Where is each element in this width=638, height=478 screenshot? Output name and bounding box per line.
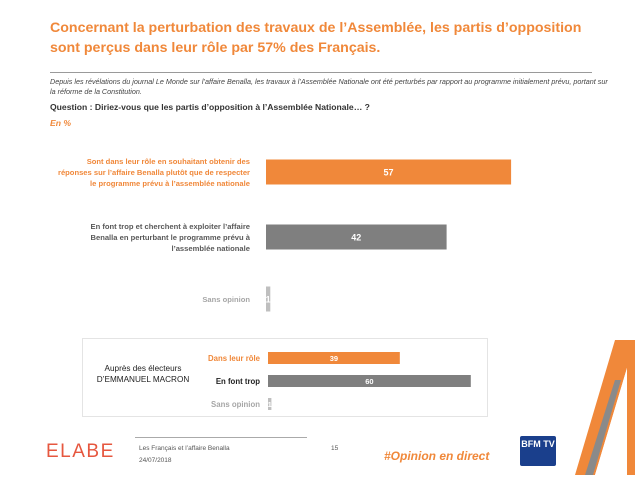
data-label: 1 [266,295,271,305]
survey-question: Question : Diriez-vous que les partis d’… [50,102,370,112]
group-label-line-2: D’EMMANUEL MACRON [96,375,190,384]
page-number: 15 [331,445,339,452]
hashtag-label: #Opinion en direct [384,449,490,463]
category-label: En font trop et cherchent à exploiter l’… [91,222,251,231]
category-label: Sans opinion [202,295,250,304]
category-label: Benalla en perturbant le programme prévu… [90,233,250,242]
category-label: réponses sur l’affaire Benalla plutôt qu… [58,168,250,177]
category-label: Sans opinion [211,400,260,409]
macron-voters-label: Auprès des électeurs D’EMMANUEL MACRON [93,363,193,385]
decorative-chevron-icon [575,340,635,475]
category-label: Dans leur rôle [208,354,261,363]
bar [268,398,272,410]
main-bar-chart: 57 Sont dans leur rôle en souhaitant obte… [58,157,512,312]
title-divider [50,72,592,73]
data-label: 39 [330,354,338,363]
category-label: Sont dans leur rôle en souhaitant obteni… [87,157,250,166]
footer-divider [135,437,307,438]
bfm-tv-logo: BFM TV [520,436,556,466]
study-date: 24/07/2018 [139,457,172,464]
data-label: 60 [365,377,373,386]
slide-title: Concernant la perturbation des travaux d… [50,20,582,56]
study-name: Les Français et l’affaire Benalla [139,445,230,452]
unit-label: En % [50,118,72,128]
elabe-logo: ELABE [46,441,115,462]
bar [268,375,471,387]
bar [266,286,271,312]
category-label: l’assemblée nationale [171,244,250,253]
bar [268,352,400,364]
bar [266,159,512,185]
macron-voters-bar-chart: 39 Dans leur rôle 60 En font trop 1 Sans opin… [208,352,471,410]
context-note: Depuis les révélations du journal Le Mon… [50,77,608,96]
bar [266,224,447,250]
data-label: 1 [268,400,272,409]
group-label-line-1: Auprès des électeurs [104,364,182,373]
category-label: le programme prévu à l’assemblée nationa… [90,179,250,188]
data-label: 57 [384,168,394,178]
footer-study-info: Les Français et l’affaire Benalla 24/07/… [139,443,230,467]
category-label: En font trop [216,377,260,386]
data-label: 42 [351,233,361,243]
